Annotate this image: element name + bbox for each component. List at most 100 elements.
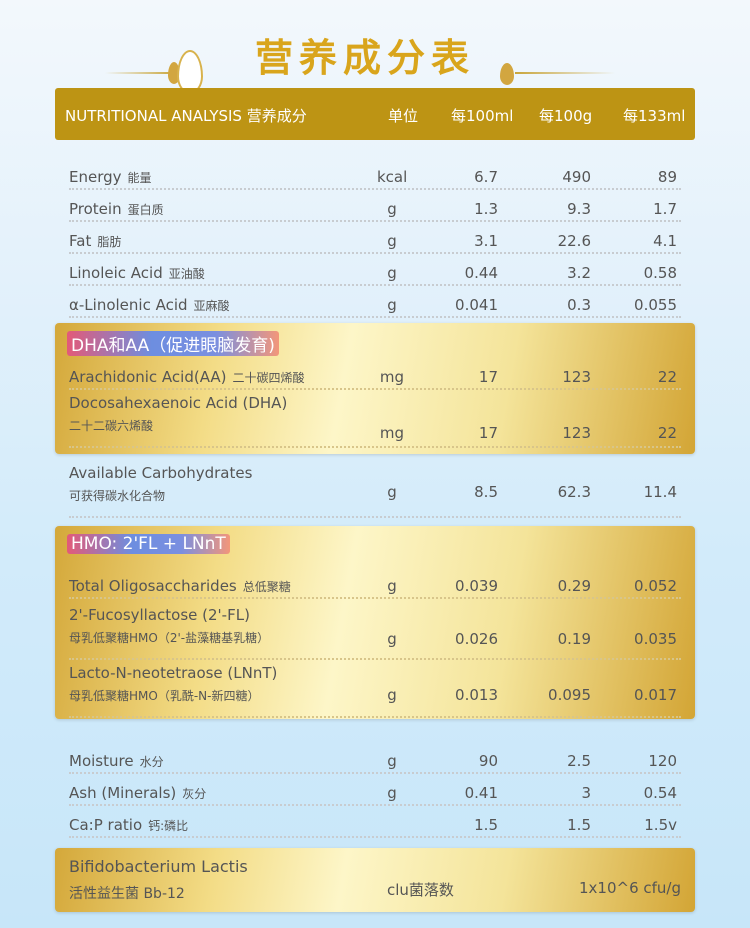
header-unit: 单位 <box>388 107 419 125</box>
nutrient-name: Fat 脂肪 <box>69 232 121 250</box>
value-v1: 90 <box>478 752 498 770</box>
header-col3: 每133ml <box>623 107 686 125</box>
header-col2: 每100g <box>539 107 593 125</box>
table-row: Lacto-N-neotetraose (LNnT) 母乳低聚糖HMO（乳酰-N-… <box>55 662 695 718</box>
nutrient-en: Lacto-N-neotetraose (LNnT) <box>69 664 278 682</box>
nutrient-cn: 母乳低聚糖HMO（乳酰-N-新四糖） <box>69 689 260 703</box>
table-header: NUTRITIONAL ANALYSIS 营养成分 单位 每100ml 每100… <box>55 88 695 140</box>
value-unit: g <box>387 630 397 648</box>
value-v3: 22 <box>657 368 677 386</box>
table-row: Ca:P ratio 钙:磷比 1.5 1.5 1.5v <box>55 804 695 838</box>
table-row: Arachidonic Acid(AA) 二十碳四烯酸 mg 17 123 22 <box>55 354 695 390</box>
hmo-section: HMO: 2'FL + LNnT <box>55 526 695 719</box>
title-line-right <box>515 72 615 74</box>
nutrient-en: Linoleic Acid <box>69 264 163 282</box>
nutrient-en: Ash (Minerals) <box>69 784 177 802</box>
value-v3: 120 <box>648 752 677 770</box>
value-unit: g <box>387 686 397 704</box>
value-v3: 22 <box>657 424 677 442</box>
value-v1: 0.026 <box>455 630 498 648</box>
value-v3: 0.035 <box>634 630 677 648</box>
row-divider <box>69 804 681 806</box>
table-row: Ash (Minerals) 灰分 g 0.41 3 0.54 <box>55 772 695 806</box>
table-row: Available Carbohydrates 可获得碳水化合物 g 8.5 62.3 1… <box>55 462 695 518</box>
value-v3: 1.7 <box>653 200 677 218</box>
value-v2: 22.6 <box>557 232 591 250</box>
bifido-section: Bifidobacterium Lactis 活性益生菌 Bb-12 clu菌落… <box>55 848 695 912</box>
nutrient-cn: 钙:磷比 <box>148 819 189 833</box>
table-row: Linoleic Acid 亚油酸 g 0.44 3.2 0.58 <box>55 252 695 286</box>
value-v3: 0.58 <box>643 264 677 282</box>
nutrient-name: 2'-Fucosyllactose (2'-FL) 母乳低聚糖HMO（2'-盐藻糖… <box>69 606 269 646</box>
nutrient-cn: 母乳低聚糖HMO（2'-盐藻糖基乳糖） <box>69 631 270 645</box>
nutrient-name: Arachidonic Acid(AA) 二十碳四烯酸 <box>69 368 305 386</box>
nutrient-name: Protein 蛋白质 <box>69 200 164 218</box>
nutrient-name: Ash (Minerals) 灰分 <box>69 784 206 802</box>
nutrient-name: Moisture 水分 <box>69 752 164 770</box>
value-v1: 17 <box>478 424 498 442</box>
value-v3: 0.055 <box>634 296 677 314</box>
nutrient-en: Total Oligosaccharides <box>69 577 237 595</box>
nutrient-name: Energy 能量 <box>69 168 152 186</box>
value-v2: 123 <box>562 368 591 386</box>
value-v2: 490 <box>562 168 591 186</box>
value-unit: g <box>387 264 397 282</box>
page-title: 营养成分表 <box>255 36 476 80</box>
value-v1: 1.3 <box>474 200 498 218</box>
table-row: Fat 脂肪 g 3.1 22.6 4.1 <box>55 220 695 254</box>
nutrient-name: Total Oligosaccharides 总低聚糖 <box>69 577 291 595</box>
value-unit: g <box>387 784 397 802</box>
value-v1: 17 <box>478 368 498 386</box>
value-v1: 0.039 <box>455 577 498 595</box>
row-divider <box>69 220 681 222</box>
value-v2: 123 <box>562 424 591 442</box>
table-row: Moisture 水分 g 90 2.5 120 <box>55 740 695 774</box>
value-v2: 0.29 <box>557 577 591 595</box>
row-divider <box>69 284 681 286</box>
nutrient-en: Protein <box>69 200 122 218</box>
nutrient-name: Linoleic Acid 亚油酸 <box>69 264 205 282</box>
header-col1: 每100ml <box>451 107 514 125</box>
value-v1: 1.5 <box>474 816 498 834</box>
value-v2: 0.19 <box>557 630 591 648</box>
table-row: Docosahexaenoic Acid (DHA) 二十二碳六烯酸 mg 17 123… <box>55 392 695 448</box>
value-v1: 6.7 <box>474 168 498 186</box>
row-divider <box>69 388 681 390</box>
nutrient-name: Available Carbohydrates 可获得碳水化合物 <box>69 464 252 504</box>
nutrient-name: Ca:P ratio 钙:磷比 <box>69 816 188 834</box>
value-unit: g <box>387 577 397 595</box>
value-v3: 4.1 <box>653 232 677 250</box>
value-v3: 0.54 <box>643 784 677 802</box>
nutrient-cn: 脂肪 <box>97 235 122 249</box>
nutrient-en: Docosahexaenoic Acid (DHA) <box>69 394 288 412</box>
row-divider <box>69 316 681 318</box>
value-v1: 0.013 <box>455 686 498 704</box>
nutrient-cn: 水分 <box>139 755 164 769</box>
value-v1: 0.041 <box>455 296 498 314</box>
row-divider <box>69 772 681 774</box>
value-v2: 1.5 <box>567 816 591 834</box>
nutrient-cn: 二十二碳六烯酸 <box>69 419 154 433</box>
row-divider <box>69 516 681 518</box>
row-divider <box>69 716 681 718</box>
nutrient-cn: 总低聚糖 <box>242 580 291 594</box>
value-v3: 0.052 <box>634 577 677 595</box>
table-row: 2'-Fucosyllactose (2'-FL) 母乳低聚糖HMO（2'-盐藻糖… <box>55 604 695 660</box>
row-divider <box>69 836 681 838</box>
nutrient-name: Lacto-N-neotetraose (LNnT) 母乳低聚糖HMO（乳酰-N-… <box>69 664 277 704</box>
value-v1: 3.1 <box>474 232 498 250</box>
value-v2: 3 <box>581 784 591 802</box>
nutrient-name: Docosahexaenoic Acid (DHA) 二十二碳六烯酸 <box>69 394 287 434</box>
nutrient-cn: 灰分 <box>182 787 207 801</box>
nutrient-cn: 蛋白质 <box>127 203 164 217</box>
value-v3: 89 <box>657 168 677 186</box>
nutrient-cn: 能量 <box>127 171 152 185</box>
value-unit: mg <box>379 368 405 386</box>
table-row: Protein 蛋白质 g 1.3 9.3 1.7 <box>55 188 695 222</box>
value-v2: 0.3 <box>567 296 591 314</box>
bifido-cn: 活性益生菌 Bb-12 <box>69 886 185 902</box>
row-divider <box>69 597 681 599</box>
value-unit: mg <box>379 424 405 442</box>
title-banner: 营养成分表 <box>0 22 750 94</box>
value-v3: 11.4 <box>643 483 677 501</box>
